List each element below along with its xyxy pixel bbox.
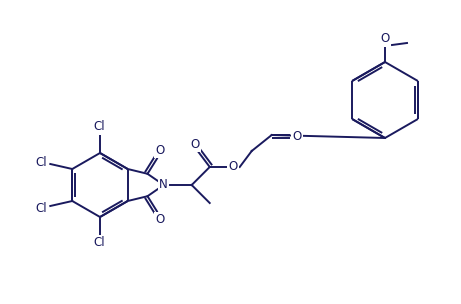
Text: Cl: Cl (93, 120, 105, 133)
Text: N: N (160, 178, 168, 192)
Text: Cl: Cl (35, 202, 47, 215)
Text: O: O (155, 213, 164, 226)
Text: O: O (190, 137, 199, 150)
Text: O: O (155, 144, 164, 157)
Text: Cl: Cl (35, 156, 47, 168)
Text: O: O (292, 130, 301, 143)
Text: O: O (380, 33, 390, 46)
Text: Cl: Cl (93, 237, 105, 250)
Text: O: O (228, 160, 237, 172)
